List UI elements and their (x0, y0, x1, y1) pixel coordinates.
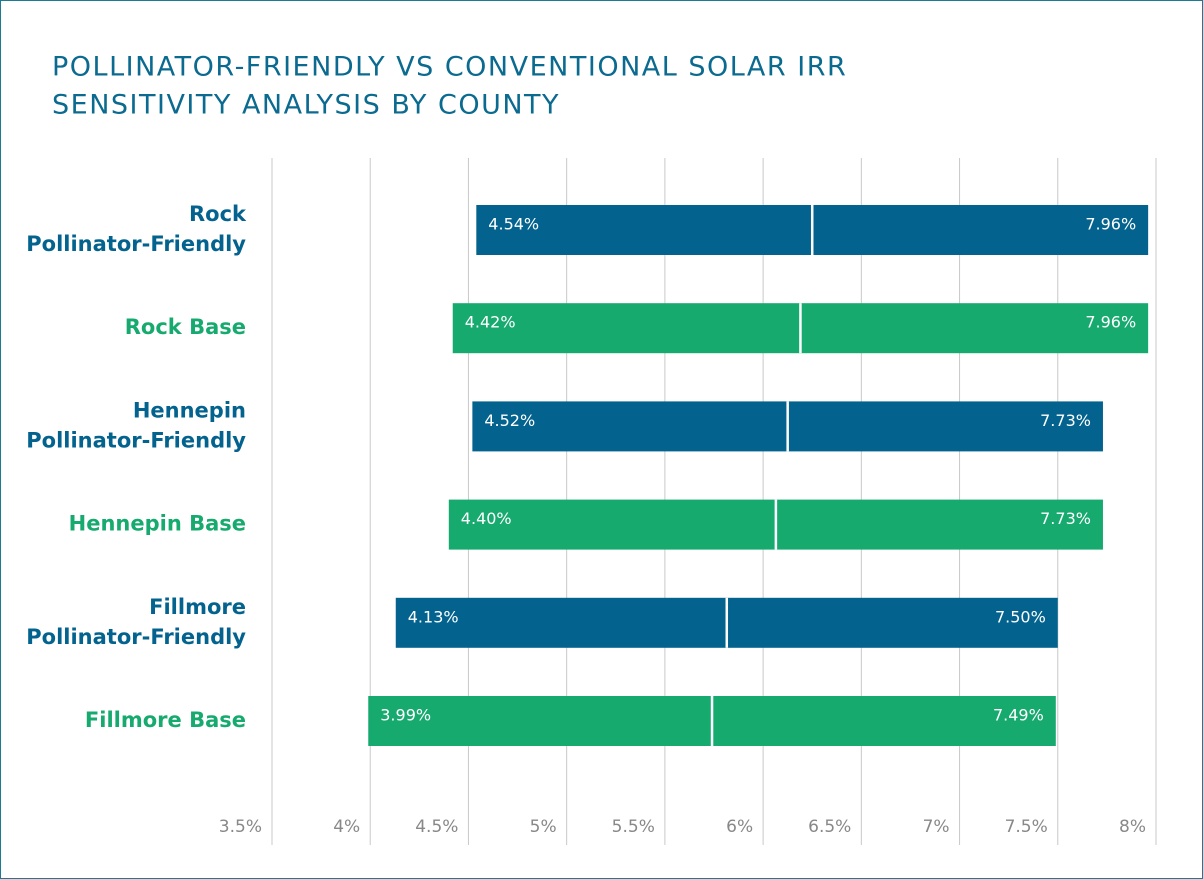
value-label: 3.99% (380, 706, 431, 725)
category-label: Fillmore Base (85, 708, 246, 732)
value-label: 7.96% (1085, 313, 1136, 332)
category-line: Rock (189, 202, 247, 226)
x-tick-label: 3.5% (219, 817, 262, 837)
x-tick-label: 5% (530, 817, 557, 837)
value-label: 4.54% (488, 215, 539, 234)
value-label: 7.73% (1040, 509, 1091, 528)
category-line: Pollinator-Friendly (26, 625, 246, 649)
category-line: Hennepin (133, 398, 246, 422)
value-label: 7.50% (995, 607, 1046, 626)
category-line: Rock Base (125, 315, 246, 339)
x-tick-label: 5.5% (612, 817, 655, 837)
value-label: 7.49% (993, 706, 1044, 725)
category-label: Rock Pollinator-Friendly (26, 202, 247, 256)
x-tick-label: 4% (333, 817, 360, 837)
category-line: Fillmore Base (85, 708, 246, 732)
value-label: 4.52% (484, 411, 535, 430)
x-tick-label: 7.5% (1005, 817, 1048, 837)
x-tick-label: 7% (923, 817, 950, 837)
chart-title: SENSITIVITY ANALYSIS BY COUNTY (52, 90, 560, 121)
category-line: Pollinator-Friendly (26, 232, 246, 256)
x-tick-label: 6.5% (808, 817, 851, 837)
category-label: Hennepin Base (69, 512, 246, 536)
x-tick-label: 4.5% (415, 817, 458, 837)
value-label: 7.73% (1040, 411, 1091, 430)
value-label: 4.42% (465, 313, 516, 332)
category-line: Hennepin Base (69, 512, 246, 536)
category-label: Hennepin Pollinator-Friendly (26, 398, 246, 452)
category-line: Pollinator-Friendly (26, 428, 246, 452)
value-label: 4.40% (461, 509, 512, 528)
x-tick-label: 6% (726, 817, 753, 837)
value-label: 7.96% (1085, 215, 1136, 234)
value-label: 4.13% (408, 607, 459, 626)
category-label: Fillmore Pollinator-Friendly (26, 595, 246, 649)
x-tick-label: 8% (1119, 817, 1146, 837)
category-label: Rock Base (125, 315, 246, 339)
chart-title: POLLINATOR-FRIENDLY VS CONVENTIONAL SOLA… (52, 52, 847, 83)
category-line: Fillmore (149, 595, 246, 619)
